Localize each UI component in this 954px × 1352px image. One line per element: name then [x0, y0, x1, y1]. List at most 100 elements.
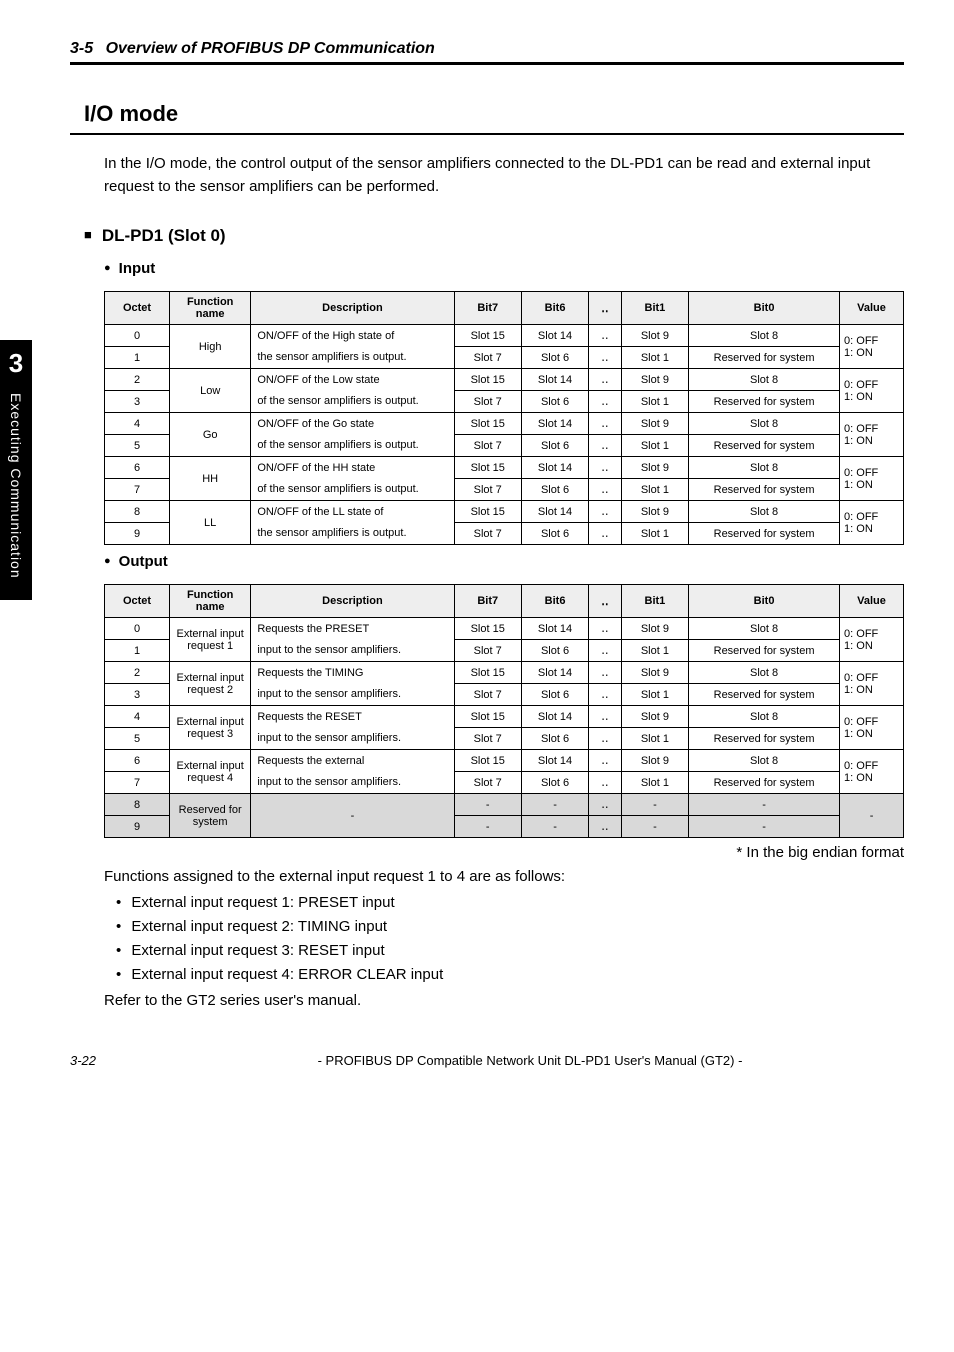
- external-input-list: External input request 1: PRESET inputEx…: [130, 891, 904, 987]
- cell-bit0: Slot 8: [689, 325, 840, 347]
- cell-fn: External input request 2: [170, 662, 251, 706]
- cell-bit6: Slot 6: [521, 772, 588, 794]
- cell-dots: ‥: [589, 728, 622, 750]
- cell-dots: ‥: [589, 750, 622, 772]
- cell-bit0: Slot 8: [689, 501, 840, 523]
- cell-value: 0: OFF1: ON: [840, 618, 904, 662]
- cell-bit7: Slot 7: [454, 640, 521, 662]
- cell-desc: ON/OFF of the Low state: [251, 369, 454, 391]
- cell-bit6: Slot 6: [521, 391, 588, 413]
- cell-octet: 1: [105, 347, 170, 369]
- cell-octet: 4: [105, 413, 170, 435]
- cell-fn: Go: [170, 413, 251, 457]
- slot-heading: DL-PD1 (Slot 0): [84, 226, 904, 246]
- cell-bit1: Slot 9: [621, 662, 688, 684]
- cell-octet: 2: [105, 369, 170, 391]
- cell-bit7: Slot 15: [454, 369, 521, 391]
- cell-fn: LL: [170, 501, 251, 545]
- table-row: 2 Low ON/OFF of the Low state Slot 15 Sl…: [105, 369, 904, 391]
- cell-bit0: Slot 8: [689, 750, 840, 772]
- cell-bit7: -: [454, 816, 521, 838]
- cell-bit6: Slot 6: [521, 640, 588, 662]
- cell-bit0: Reserved for system: [689, 347, 840, 369]
- cell-value: 0: OFF1: ON: [840, 750, 904, 794]
- cell-value: -: [840, 794, 904, 838]
- cell-desc: Requests the PRESET: [251, 618, 454, 640]
- cell-dots: ‥: [589, 501, 622, 523]
- cell-bit0: Reserved for system: [689, 640, 840, 662]
- th-bit1: Bit1: [621, 585, 688, 618]
- cell-bit6: Slot 6: [521, 728, 588, 750]
- cell-value: 0: OFF1: ON: [840, 706, 904, 750]
- cell-bit7: Slot 15: [454, 413, 521, 435]
- cell-bit6: -: [521, 816, 588, 838]
- cell-bit1: Slot 9: [621, 706, 688, 728]
- table-row: 6 External input request 4 Requests the …: [105, 750, 904, 772]
- table-row: 8 LL ON/OFF of the LL state of Slot 15 S…: [105, 501, 904, 523]
- cell-dots: ‥: [589, 816, 622, 838]
- cell-bit6: Slot 14: [521, 618, 588, 640]
- refer-text: Refer to the GT2 series user's manual.: [104, 989, 904, 1013]
- th-dots: ‥: [589, 585, 622, 618]
- cell-dots: ‥: [589, 413, 622, 435]
- output-table: Octet Function name Description Bit7 Bit…: [104, 584, 904, 838]
- cell-bit7: -: [454, 794, 521, 816]
- cell-octet: 4: [105, 706, 170, 728]
- cell-bit6: Slot 6: [521, 435, 588, 457]
- cell-bit0: Slot 8: [689, 618, 840, 640]
- cell-dots: ‥: [589, 662, 622, 684]
- cell-octet: 6: [105, 457, 170, 479]
- chapter-title-vertical: Executing Communication: [8, 393, 24, 579]
- cell-bit1: Slot 9: [621, 750, 688, 772]
- cell-value: 0: OFF1: ON: [840, 369, 904, 413]
- assigned-intro: Functions assigned to the external input…: [104, 865, 904, 889]
- page-number: 3-22: [70, 1053, 96, 1068]
- th-octet: Octet: [105, 585, 170, 618]
- cell-bit1: Slot 1: [621, 391, 688, 413]
- cell-bit1: Slot 9: [621, 325, 688, 347]
- th-bit7: Bit7: [454, 292, 521, 325]
- th-value: Value: [840, 292, 904, 325]
- cell-dots: ‥: [589, 347, 622, 369]
- cell-desc: input to the sensor amplifiers.: [251, 640, 454, 662]
- cell-bit1: Slot 1: [621, 435, 688, 457]
- cell-dots: ‥: [589, 457, 622, 479]
- cell-bit6: Slot 6: [521, 684, 588, 706]
- cell-bit1: Slot 1: [621, 523, 688, 545]
- cell-dots: ‥: [589, 435, 622, 457]
- cell-bit1: Slot 1: [621, 728, 688, 750]
- cell-bit6: Slot 6: [521, 347, 588, 369]
- cell-dots: ‥: [589, 479, 622, 501]
- cell-dots: ‥: [589, 640, 622, 662]
- cell-bit6: Slot 14: [521, 325, 588, 347]
- cell-bit0: Slot 8: [689, 457, 840, 479]
- cell-value: 0: OFF1: ON: [840, 662, 904, 706]
- section-header: 3-5 Overview of PROFIBUS DP Communicatio…: [70, 40, 904, 65]
- cell-desc: Requests the TIMING: [251, 662, 454, 684]
- table-header: Octet Function name Description Bit7 Bit…: [105, 585, 904, 618]
- cell-desc: of the sensor amplifiers is output.: [251, 479, 454, 501]
- chapter-side-tab: 3 Executing Communication: [0, 340, 32, 600]
- cell-bit6: -: [521, 794, 588, 816]
- cell-bit0: Slot 8: [689, 706, 840, 728]
- th-dots: ‥: [589, 292, 622, 325]
- cell-bit6: Slot 14: [521, 750, 588, 772]
- cell-bit0: Reserved for system: [689, 435, 840, 457]
- cell-dots: ‥: [589, 369, 622, 391]
- cell-octet: 5: [105, 728, 170, 750]
- cell-octet: 5: [105, 435, 170, 457]
- list-item: External input request 3: RESET input: [130, 939, 904, 963]
- list-item: External input request 4: ERROR CLEAR in…: [130, 963, 904, 987]
- cell-octet: 8: [105, 794, 170, 816]
- cell-bit0: -: [689, 816, 840, 838]
- th-bit0: Bit0: [689, 292, 840, 325]
- cell-bit0: Reserved for system: [689, 772, 840, 794]
- table-row: 6 HH ON/OFF of the HH state Slot 15 Slot…: [105, 457, 904, 479]
- th-desc: Description: [251, 292, 454, 325]
- cell-bit1: Slot 1: [621, 684, 688, 706]
- cell-desc: Requests the RESET: [251, 706, 454, 728]
- cell-bit0: Reserved for system: [689, 523, 840, 545]
- io-mode-intro: In the I/O mode, the control output of t…: [104, 153, 904, 198]
- cell-bit1: Slot 9: [621, 457, 688, 479]
- cell-octet: 0: [105, 618, 170, 640]
